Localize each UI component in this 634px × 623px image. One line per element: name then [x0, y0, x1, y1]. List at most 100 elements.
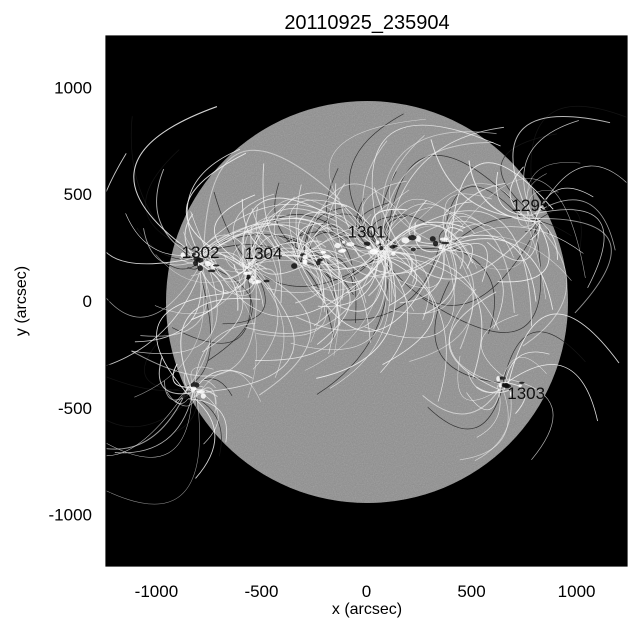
field-line	[387, 221, 466, 248]
sunspot	[291, 263, 298, 269]
sunspot	[190, 382, 200, 389]
field-line	[444, 193, 492, 240]
field-line	[503, 364, 598, 422]
sunspot	[243, 271, 252, 275]
field-line	[379, 206, 433, 251]
field-line	[388, 183, 547, 300]
sunspot	[196, 390, 205, 394]
field-line	[329, 252, 391, 389]
field-line	[199, 268, 253, 294]
sunspot	[408, 234, 417, 241]
field-line	[295, 184, 384, 265]
sunspot	[410, 247, 416, 252]
sunspot	[369, 248, 378, 255]
sunspot	[302, 259, 308, 265]
sunspot	[321, 251, 327, 254]
field-line	[449, 238, 554, 310]
field-line	[203, 263, 253, 361]
field-line	[504, 351, 550, 390]
y-tick-label: 0	[83, 292, 92, 311]
sunspot	[197, 265, 204, 272]
sunspot	[432, 240, 439, 247]
disk-texture	[166, 101, 568, 503]
field-line	[385, 215, 408, 246]
field-line	[442, 186, 522, 247]
field-line	[189, 392, 217, 414]
field-line	[303, 227, 357, 259]
sunspot	[439, 237, 448, 241]
field-line	[535, 206, 543, 223]
sunspot	[200, 393, 206, 399]
field-line	[427, 382, 505, 430]
field-line	[214, 194, 256, 266]
field-line	[501, 357, 547, 381]
field-line	[363, 244, 448, 274]
field-line	[361, 180, 407, 258]
field-line	[379, 254, 418, 307]
field-line	[155, 254, 247, 283]
sunspot	[401, 237, 410, 244]
field-line	[190, 211, 386, 317]
field-line	[306, 248, 388, 291]
field-line	[234, 264, 247, 289]
field-line	[474, 378, 512, 462]
sunspot	[496, 375, 500, 382]
field-line	[304, 253, 387, 371]
field-line	[448, 243, 473, 269]
field-line	[362, 140, 388, 259]
sunspot	[322, 254, 332, 259]
field-line	[302, 183, 419, 261]
field-line	[288, 235, 383, 301]
sunspot	[363, 241, 371, 246]
x-axis-ticks: -1000 -500 0 500 1000	[113, 36, 620, 601]
field-line	[389, 135, 446, 248]
field-line	[241, 223, 283, 270]
sunspot	[182, 394, 189, 400]
field-line	[444, 213, 484, 252]
field-line	[380, 210, 533, 327]
field-line	[451, 242, 488, 282]
x-axis-label: x (arcsec)	[332, 601, 402, 618]
field-line	[379, 255, 408, 373]
field-line	[421, 223, 542, 333]
field-line	[448, 240, 464, 270]
sunspot	[509, 391, 514, 397]
plot-area	[105, 35, 628, 567]
field-line	[441, 223, 514, 258]
field-line	[537, 207, 582, 251]
field-line	[430, 139, 541, 219]
field-line	[389, 249, 456, 314]
field-line	[529, 224, 541, 241]
field-line	[383, 257, 500, 331]
sunspot	[246, 274, 251, 279]
field-line	[245, 265, 312, 396]
field-line	[385, 155, 515, 259]
field-line	[223, 253, 244, 271]
field-line	[290, 246, 387, 351]
y-tick-label: -1000	[49, 506, 92, 525]
field-line	[289, 199, 348, 259]
field-line	[242, 197, 327, 272]
sunspot	[334, 242, 341, 249]
field-line	[206, 267, 295, 393]
field-line	[244, 268, 278, 295]
field-line	[530, 199, 616, 251]
field-line	[535, 217, 558, 260]
field-line	[156, 168, 202, 262]
sunspot	[391, 251, 396, 256]
field-line	[317, 256, 379, 307]
sunspot	[263, 279, 270, 283]
field-line	[457, 355, 500, 401]
field-line	[195, 370, 262, 402]
x-tick-label: -500	[244, 582, 278, 601]
sunspot-patches	[180, 234, 525, 400]
field-line	[156, 292, 229, 395]
field-line	[194, 398, 216, 479]
field-line	[291, 241, 447, 332]
field-line	[397, 248, 444, 289]
field-line	[497, 222, 550, 283]
field-line	[386, 239, 397, 248]
field-line	[252, 264, 279, 370]
field-line	[273, 196, 299, 258]
field-line	[523, 120, 579, 219]
